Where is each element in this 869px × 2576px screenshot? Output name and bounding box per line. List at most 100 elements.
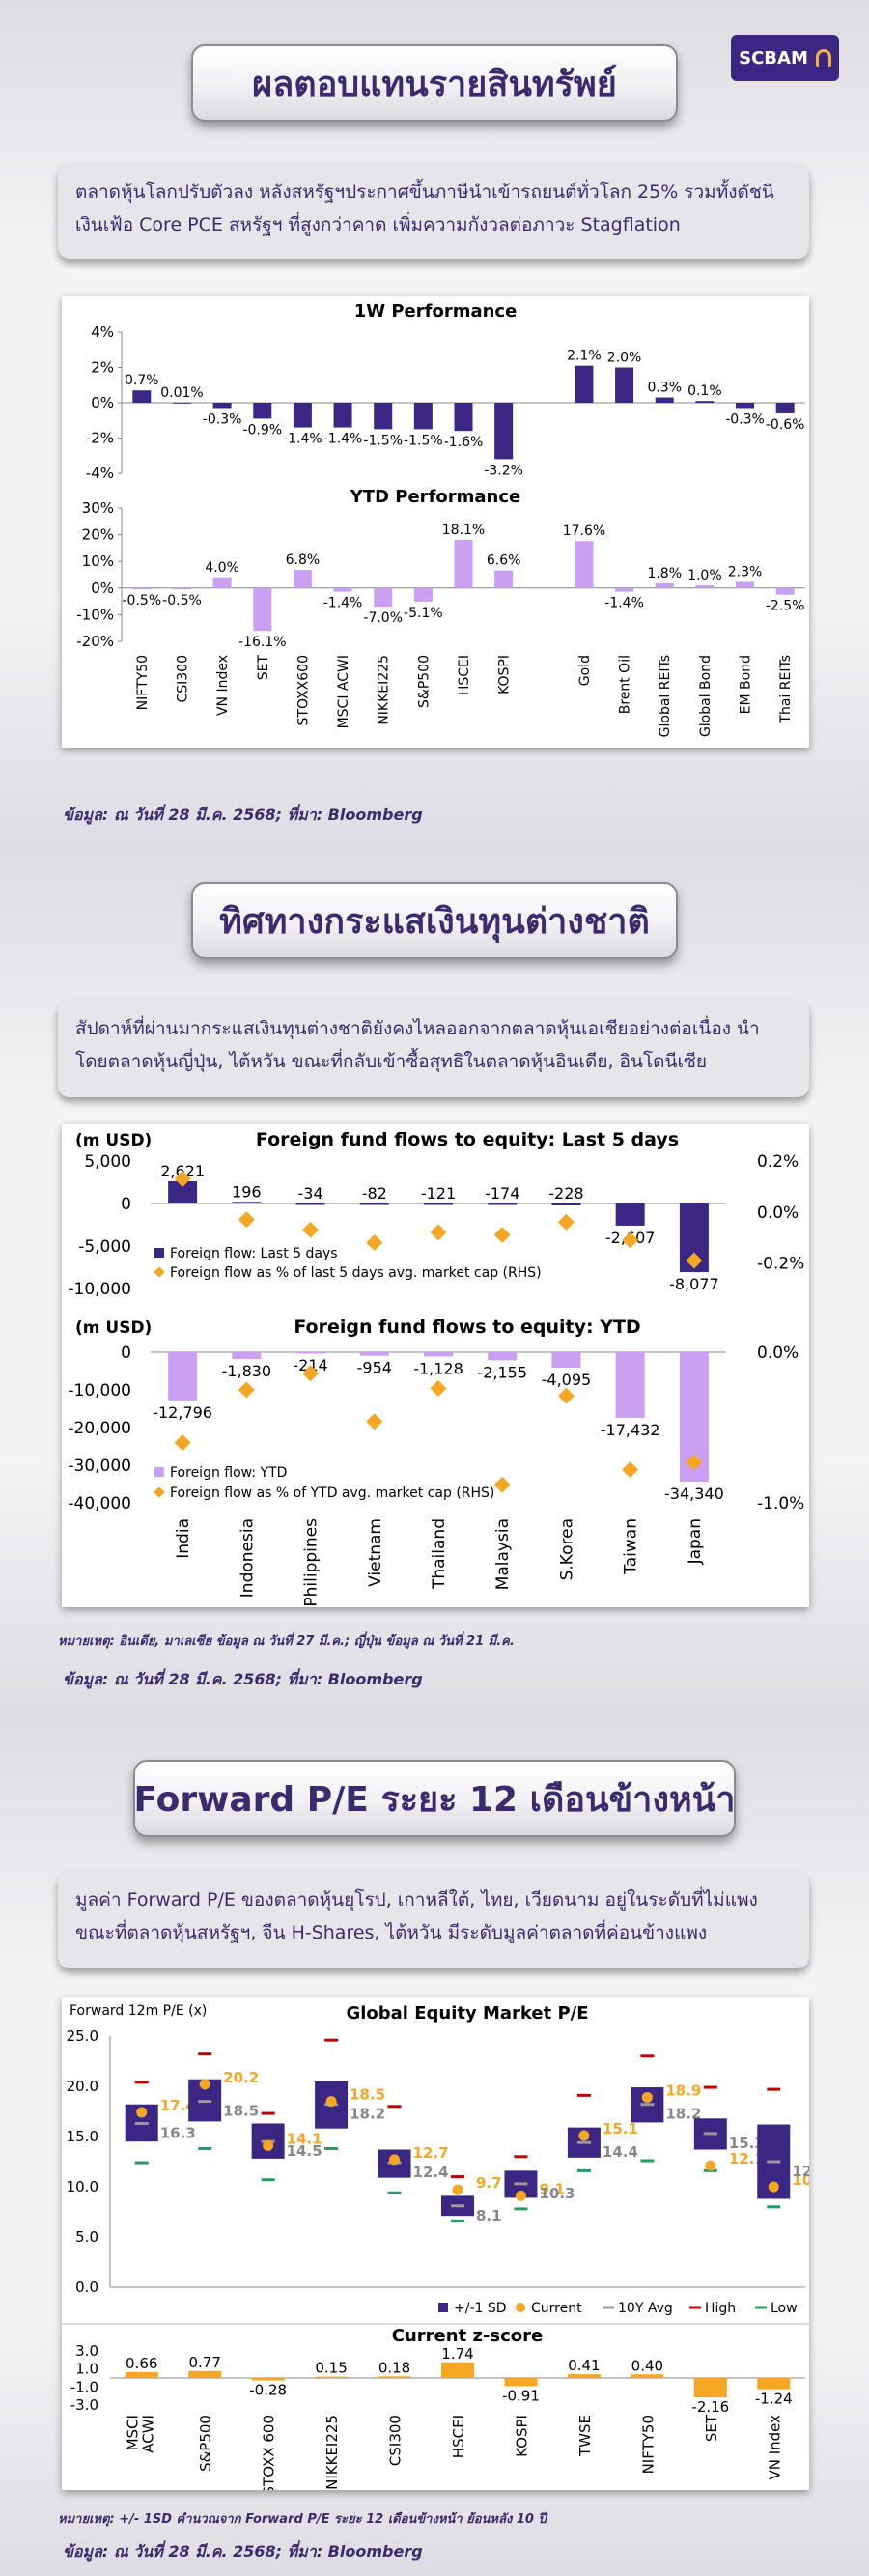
- category-label: NIFTY50: [639, 2415, 657, 2474]
- zscore-bar: [315, 2376, 349, 2378]
- category-label: MSCI ACWI: [336, 655, 351, 728]
- bar: [424, 1352, 453, 1357]
- legend-label: Foreign flow as % of YTD avg. market cap…: [170, 1486, 494, 1501]
- data-label: -0.5%: [123, 593, 162, 609]
- zscore-label: 0.18: [378, 2359, 410, 2376]
- pe-chart: Forward 12m P/E (x) Global Equity Market …: [62, 1997, 809, 2490]
- bar: [454, 539, 473, 588]
- data-label: 1.8%: [647, 566, 682, 581]
- bar: [488, 1352, 518, 1361]
- zscore-bar: [504, 2378, 538, 2387]
- bar: [488, 1203, 518, 1205]
- data-label: 0.3%: [647, 381, 682, 396]
- avg-label: 18.2: [350, 2106, 385, 2123]
- category-label: India: [174, 1518, 193, 1559]
- section2-note: หมายเหตุ: อินเดีย, มาเลเซีย ข้อมูล ณ วัน…: [58, 1634, 515, 1649]
- bar: [212, 577, 232, 588]
- data-label: -1.4%: [604, 596, 644, 611]
- data-label: -12,796: [153, 1403, 212, 1422]
- rhs-marker: [493, 1227, 511, 1244]
- zscore-bar: [251, 2378, 285, 2381]
- rhs-tick-label: 0.0%: [757, 1203, 799, 1223]
- data-label: 2.0%: [607, 351, 642, 366]
- legend-swatch-bar: [154, 1248, 164, 1258]
- legend-swatch-marker: [154, 1266, 165, 1278]
- zscore-tick-label: 1.0: [75, 2361, 98, 2378]
- bar: [736, 403, 755, 409]
- data-label: -214: [293, 1356, 327, 1374]
- zscore-label: 0.66: [126, 2355, 157, 2372]
- category-label: NIKKEI225: [323, 2415, 341, 2490]
- data-label: -1.4%: [323, 596, 363, 611]
- data-label: 0.7%: [125, 373, 159, 388]
- current-marker: [578, 2130, 590, 2141]
- current-label: 18.9: [665, 2081, 701, 2099]
- logo-text: SCBAM: [739, 47, 808, 69]
- zscore-label: 1.74: [441, 2345, 473, 2363]
- data-label: -0.5%: [162, 593, 202, 609]
- y-tick-label: -20,000: [68, 1419, 131, 1438]
- zscore-bar: [125, 2371, 158, 2378]
- avg-label: 8.1: [476, 2207, 502, 2224]
- category-label: Global REITs: [658, 655, 673, 737]
- zscore-bar: [757, 2378, 791, 2390]
- category-label: MSCI: [125, 2415, 142, 2450]
- bell-icon: [815, 49, 831, 67]
- bar: [575, 365, 594, 403]
- category-label: KOSPI: [497, 655, 513, 694]
- zscore-label: 0.41: [568, 2357, 600, 2374]
- bar: [168, 1180, 198, 1203]
- y-tick-label: -4%: [86, 465, 114, 482]
- category-label: Malaysia: [493, 1518, 513, 1590]
- y-tick-label: 0: [121, 1195, 131, 1214]
- bar: [333, 403, 352, 428]
- data-label: -4,095: [542, 1371, 592, 1389]
- rhs-marker: [238, 1381, 255, 1399]
- rhs-marker: [430, 1379, 447, 1397]
- legend-label: Current: [531, 2301, 582, 2316]
- bar: [775, 587, 795, 595]
- rhs-marker: [557, 1213, 575, 1231]
- data-label: 2.1%: [567, 349, 602, 364]
- y-tick-label: 0%: [91, 580, 114, 597]
- bar: [424, 1203, 453, 1205]
- rhs-marker: [622, 1461, 639, 1479]
- zscore-label: 0.15: [315, 2360, 347, 2377]
- rhs-tick-label: -0.2%: [757, 1255, 804, 1274]
- data-label: -34,340: [664, 1485, 724, 1503]
- legend-label: Foreign flow as % of last 5 days avg. ma…: [170, 1265, 542, 1281]
- flows-chart: (m USD) Foreign fund flows to equity: Las…: [62, 1124, 809, 1607]
- legend-label: Foreign flow: Last 5 days: [170, 1246, 338, 1261]
- category-label: S&P500: [197, 2415, 214, 2472]
- bar: [172, 402, 191, 404]
- category-label: ACWI: [140, 2415, 157, 2453]
- y-tick-label: 0: [121, 1344, 131, 1363]
- legend-swatch: [438, 2303, 448, 2312]
- rhs-marker: [366, 1233, 383, 1251]
- category-label: KOSPI: [513, 2415, 530, 2457]
- bar: [655, 582, 674, 588]
- y-tick-label: 10%: [82, 552, 114, 570]
- bar: [695, 585, 715, 588]
- section1-title: ผลตอบแทนรายสินทรัพย์: [191, 44, 678, 122]
- data-label: -2.5%: [766, 599, 805, 614]
- current-marker: [136, 2107, 148, 2118]
- zscore-title: Current z-score: [392, 2326, 543, 2346]
- category-label: Indonesia: [238, 1518, 257, 1598]
- data-label: 2.3%: [728, 564, 763, 580]
- data-label: -0.6%: [766, 417, 805, 433]
- avg-label: 18.2: [665, 2106, 701, 2123]
- legend-label: Low: [771, 2301, 798, 2316]
- data-label: -0.3%: [203, 411, 242, 427]
- avg-label: 16.3: [160, 2124, 196, 2141]
- avg-label: 12.5: [792, 2163, 809, 2180]
- category-label: Gold: [577, 655, 593, 686]
- data-label: -228: [548, 1184, 583, 1203]
- legend-swatch-marker: [154, 1486, 165, 1498]
- performance-chart-svg: 1W Performance-4%-2%0%2%4%0.7%0.01%-0.3%…: [76, 301, 805, 737]
- category-label: Global Bond: [698, 655, 714, 737]
- current-marker: [325, 2096, 337, 2108]
- current-label: 10.0: [792, 2171, 809, 2189]
- bar: [615, 1352, 645, 1418]
- bar: [212, 403, 232, 409]
